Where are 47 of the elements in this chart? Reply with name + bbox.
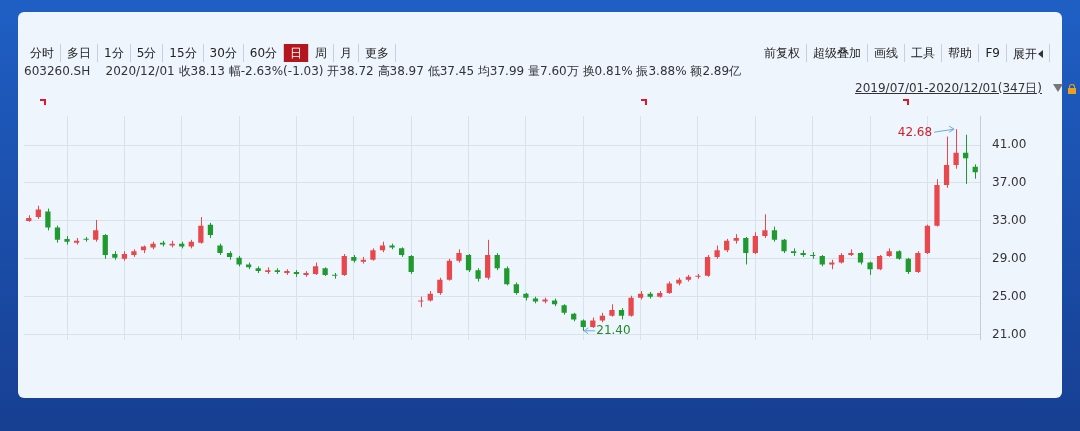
candlestick	[704, 254, 711, 278]
text: 5分	[130, 44, 164, 62]
text: 多日	[61, 44, 98, 62]
candlestick	[198, 216, 204, 245]
y-tick-label: 29.00	[992, 250, 1027, 265]
text: F9	[979, 44, 1007, 62]
annotation: 21.40	[596, 322, 631, 337]
text: 1分	[98, 44, 131, 62]
y-tick-label: 37.00	[992, 175, 1027, 190]
candlestick	[93, 219, 99, 243]
candlestick	[953, 128, 959, 170]
text: 15分	[163, 44, 204, 62]
text: 60分	[243, 44, 285, 62]
text: 日	[284, 44, 310, 62]
chart-title: 603260.SH 2020/12/01 收38.13 幅-2.63%(-1.03) 开38.72 高38.97 低37.45 均37.99 量7.60万 换0.81% 振3.88% 额2.89亿	[24, 64, 742, 78]
text: 前复权	[758, 44, 808, 62]
candlestick	[743, 236, 749, 265]
candlestick	[915, 250, 921, 274]
text: 展开	[1007, 44, 1050, 62]
candlestick	[418, 296, 424, 308]
text: 更多	[359, 44, 397, 62]
text: 帮助	[942, 44, 980, 62]
y-tick-label: 33.00	[992, 213, 1027, 228]
candlestick	[446, 258, 453, 282]
annotation: 42.68	[897, 125, 933, 140]
text: 月	[334, 44, 360, 62]
candlestick	[943, 136, 950, 189]
candlestick	[341, 253, 347, 277]
text: 周	[309, 44, 335, 62]
candlestick	[504, 265, 510, 286]
text: 画线	[868, 44, 906, 62]
y-tick-label: 41.00	[992, 137, 1027, 152]
candlestick	[45, 208, 51, 231]
text: 30分	[203, 44, 244, 62]
y-tick-label: 25.00	[992, 288, 1027, 303]
candlestick	[762, 213, 768, 239]
candlestick	[628, 295, 634, 318]
text: 超级叠加	[807, 44, 869, 62]
candlestick	[408, 254, 414, 275]
text: 工具	[905, 44, 943, 62]
candlestick	[752, 231, 758, 255]
candlestick	[485, 239, 491, 281]
y-tick-label: 21.00	[992, 326, 1027, 341]
text: 分时	[24, 44, 61, 62]
text: 2019/07/01-2020/12/01(347日)	[855, 80, 1042, 97]
candlestick	[102, 233, 108, 260]
candlestick	[465, 253, 472, 273]
